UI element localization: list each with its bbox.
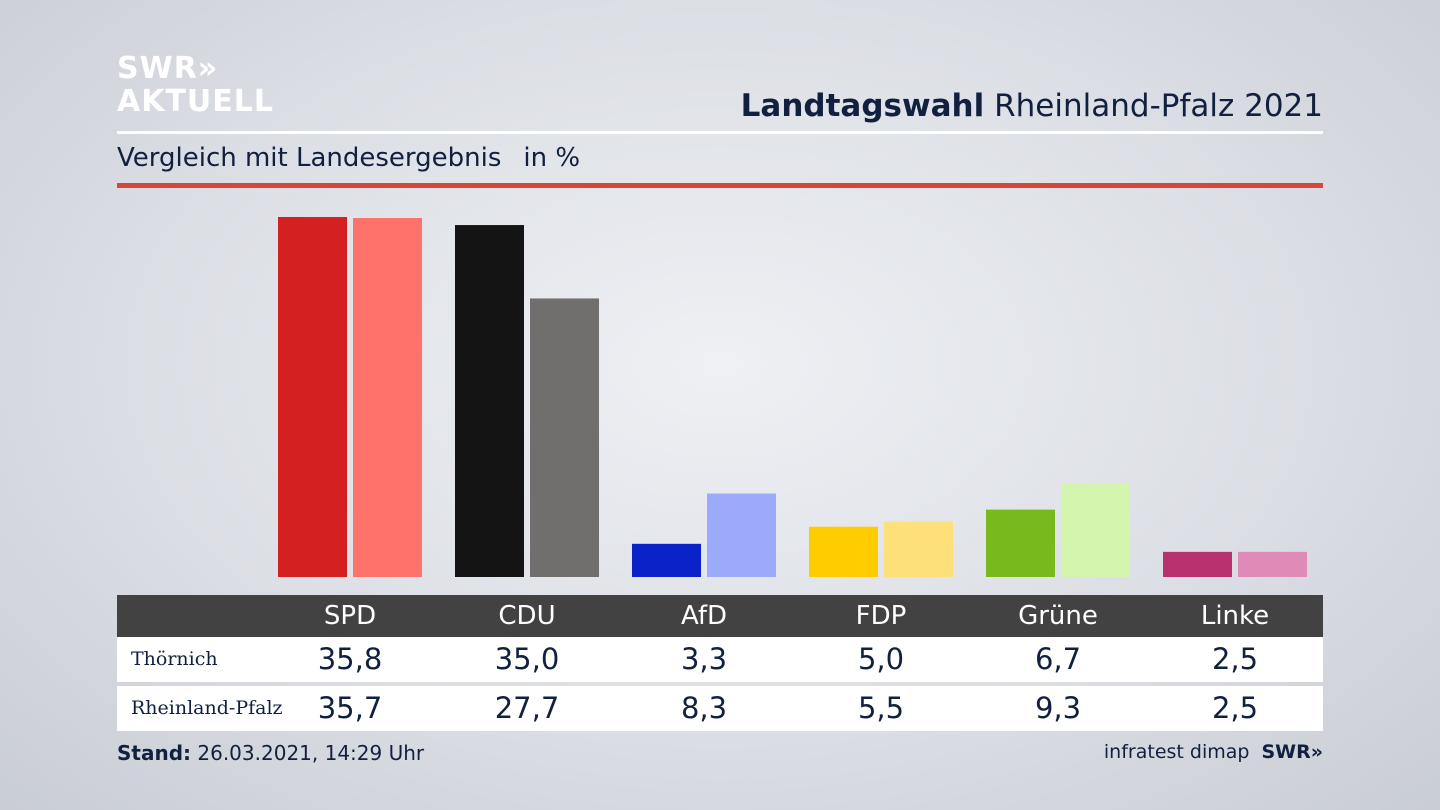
table-cell: 27,7: [494, 691, 560, 725]
row-label: Thörnich: [131, 648, 218, 670]
bar-cdu-state: [530, 298, 599, 577]
chart-subtitle: Vergleich mit Landesergebnis in %: [117, 143, 580, 173]
column-header: Grüne: [1018, 601, 1098, 631]
bar-linke-state: [1238, 551, 1307, 577]
bar-afd-local: [632, 543, 701, 577]
subtitle-text: Vergleich mit Landesergebnis: [117, 143, 502, 173]
table-row: Rheinland-Pfalz 35,7 27,7 8,3 5,5 9,3 2,5: [117, 686, 1323, 731]
bar-afd-state: [707, 493, 776, 577]
table-cell: 2,5: [1211, 642, 1259, 676]
table-cell: 3,3: [680, 642, 728, 676]
bar-grne-state: [1061, 483, 1130, 577]
source-text: infratest dimap: [1103, 741, 1250, 763]
column-header: FDP: [855, 601, 907, 631]
bar-spd-local: [278, 217, 347, 577]
page-title: Landtagswahl Rheinland-Pfalz 2021: [741, 88, 1323, 124]
subtitle-unit: in %: [523, 143, 581, 173]
logo-line-1: SWR»: [117, 51, 219, 86]
title-divider: [117, 131, 1323, 134]
table-cell: 8,3: [680, 691, 728, 725]
table-cell: 5,5: [857, 691, 905, 725]
table-cell: 35,8: [317, 642, 383, 676]
logo-line-2: AKTUELL: [117, 84, 275, 119]
bar-grne-local: [986, 509, 1055, 577]
column-header: SPD: [323, 601, 377, 631]
bar-cdu-local: [455, 225, 524, 578]
bar-chart: [278, 217, 1307, 578]
swr-footer-logo: SWR»: [1261, 741, 1323, 763]
bar-spd-state: [353, 218, 422, 577]
source-credit: infratest dimap SWR»: [1104, 741, 1323, 763]
timestamp: Stand: 26.03.2021, 14:29 Uhr: [117, 741, 424, 765]
column-header: CDU: [498, 601, 556, 631]
bar-linke-local: [1163, 551, 1232, 577]
stand-label: Stand:: [117, 741, 192, 765]
swr-aktuell-logo: SWR» AKTUELL: [117, 54, 274, 117]
table-header: SPD CDU AfD FDP Grüne Linke: [117, 595, 1323, 637]
results-table: SPD CDU AfD FDP Grüne Linke Thörnich 35,8 35,0…: [117, 595, 1323, 731]
row-label: Rheinland-Pfalz: [131, 697, 283, 719]
accent-divider: [117, 183, 1323, 188]
column-header: AfD: [680, 601, 728, 631]
column-header: Linke: [1200, 601, 1270, 631]
title-bold: Landtagswahl: [740, 88, 985, 124]
bar-fdp-state: [884, 521, 953, 577]
table-cell: 35,0: [494, 642, 560, 676]
title-rest: Rheinland-Pfalz 2021: [994, 88, 1323, 124]
table-cell: 5,0: [857, 642, 905, 676]
bar-fdp-local: [809, 526, 878, 577]
table-row: Thörnich 35,8 35,0 3,3 5,0 6,7 2,5: [117, 637, 1323, 682]
table-cell: 35,7: [317, 691, 383, 725]
stand-value: 26.03.2021, 14:29 Uhr: [197, 741, 425, 765]
table-cell: 9,3: [1034, 691, 1082, 725]
table-cell: 6,7: [1034, 642, 1082, 676]
table-cell: 2,5: [1211, 691, 1259, 725]
